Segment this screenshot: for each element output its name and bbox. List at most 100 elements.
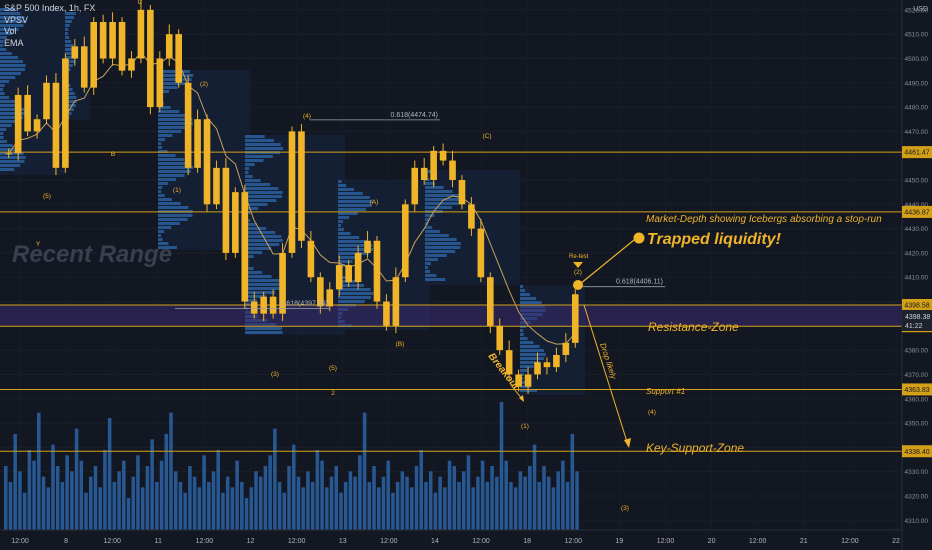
volume-profile-bar [338,196,370,199]
volume-profile-bar [0,156,26,159]
volume-bar [4,466,8,530]
candle-body [430,150,437,180]
volume-profile-bar [245,243,280,246]
volume-profile-bar [520,341,534,344]
volume-bar [495,476,499,530]
time-tick-label: 12 [247,538,255,545]
volume-profile-bar [158,126,189,129]
wave-label: (5) [329,365,337,372]
volume-bar [424,482,428,530]
level-badge-value: 4461.47 [904,150,929,157]
candle-body [458,180,466,205]
indicator-ema[interactable]: EMA [4,37,24,48]
volume-profile-bar [245,195,282,198]
candle-body [571,294,579,343]
volume-bar [282,492,287,530]
candle-body [194,119,201,168]
volume-profile-bar [65,52,77,55]
volume-profile-bar [0,140,8,143]
volume-profile-bar [65,88,73,91]
candle-body [288,131,296,253]
volume-bar [419,450,423,530]
indicator-vpsv[interactable]: VPSV [4,14,29,25]
candles [5,0,579,394]
volume-bar [570,434,575,530]
volume-profile-bar [65,44,74,47]
time-axis[interactable]: 12:00 8 12:00 11 12:00 12 12:00 13 12:00 14 12:00 1… [0,529,902,545]
level-badge [902,445,932,458]
price-tick-label: 4500.00 [905,56,929,63]
volume-profile-bar [338,224,342,227]
level-badge-value: 4398.58 [904,302,929,309]
volume-profile-bar [245,299,257,302]
volume-bar [230,487,235,530]
level-badge-value: 4436.87 [904,209,929,216]
volume-bar [551,487,556,530]
volume-bar [273,428,277,530]
time-tick-label: 12:00 [103,538,121,545]
volume-profile-bar [245,291,276,294]
indicator-vol[interactable]: Vol [4,26,17,36]
candle-body [335,265,343,290]
volume-profile-bar [338,220,344,223]
volume-profile-bar [0,96,10,99]
wave-label: (C) [482,133,491,140]
volume-profile-bar [425,234,449,237]
candle-body [118,22,126,71]
volume-profile-bar [0,160,25,163]
candle-body [524,374,532,387]
time-tick-label: 12:00 [841,538,859,545]
volume-bar [287,466,291,530]
volume-profile-bar [520,333,524,336]
volume-bar [353,476,357,530]
candle-body [62,58,69,168]
wave-label: (B) [396,341,405,348]
volume-profile-bar [520,369,528,372]
wave-label: (2) [574,269,582,276]
volume-profile-bar [245,227,267,230]
resistance-zone-label: Resistance-Zone [648,320,739,334]
volume-profile-bar [0,108,25,111]
volume-bar [173,471,178,530]
volume-bar [164,434,169,530]
volume-bar [65,455,69,530]
volume-bar [263,466,268,530]
volume-bar [334,466,339,530]
volume-bar [542,466,546,530]
volume-bar [461,471,466,530]
volume-bar [235,460,239,530]
volume-bar [13,434,17,530]
volume-bar [381,476,386,530]
volume-profile-bar [338,192,363,195]
fib-label: 0.618(4406.11) [616,279,663,286]
volume-bar [183,492,187,530]
candle-body [411,167,419,205]
volume-bar [296,476,301,530]
candle-body [449,160,456,180]
volume-bar [51,444,55,530]
volume-profile-bar [158,234,162,237]
level-lines [0,151,902,452]
volume-bar [277,482,282,530]
wave-label: (1) [173,187,181,194]
volume-profile-bar [158,154,176,157]
volume-bar [159,460,164,530]
candle-body [175,34,182,83]
volume-bar [391,492,395,530]
price-axis[interactable]: USD 4520.00 4510.00 4500.00 4490.00 4480.00 4… [901,0,932,550]
volume-bar [22,492,27,530]
volume-bar [178,482,183,530]
time-tick-label: 12:00 [380,538,398,545]
volume-profile-bar [158,170,191,173]
volume-profile-bar [0,68,25,71]
volume-bar [103,450,107,530]
volume-bar [414,466,419,530]
volume-profile-bar [338,216,350,219]
volume-profile-bar [0,64,26,67]
volume-profile-bar [338,284,364,287]
volume-bar [117,471,121,530]
time-tick-label: 22 [892,538,900,545]
time-tick-label: 12:00 [196,538,214,545]
trapped-liquidity-label: Trapped liquidity! [647,231,782,248]
